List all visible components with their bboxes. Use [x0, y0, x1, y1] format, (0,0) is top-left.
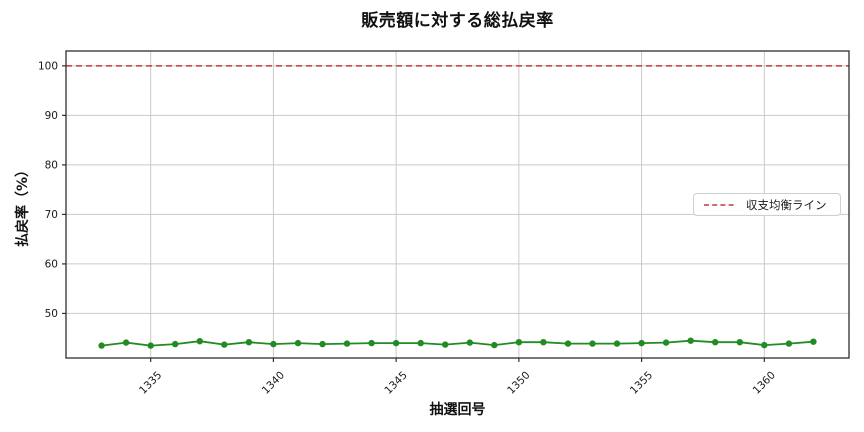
data-point [442, 341, 449, 348]
y-tick-label: 90 [45, 110, 58, 122]
data-point [98, 342, 105, 349]
data-point [392, 339, 400, 347]
data-point [221, 341, 228, 348]
data-point [417, 339, 424, 347]
x-tick-label: 1340 [260, 369, 287, 396]
data-point [491, 341, 498, 349]
data-point [196, 338, 203, 345]
x-tick-label: 1345 [382, 369, 409, 396]
data-point [613, 340, 621, 347]
data-point [294, 339, 302, 347]
data-point [712, 339, 719, 346]
y-tick-label: 70 [45, 209, 58, 221]
data-point [319, 340, 326, 348]
data-point [540, 339, 547, 346]
data-point [270, 340, 277, 348]
data-point [589, 340, 596, 347]
axes-frame [65, 50, 850, 359]
y-tick-label: 50 [45, 308, 58, 320]
data-point [147, 342, 154, 349]
data-point [638, 339, 645, 347]
x-tick-label: 1355 [628, 369, 655, 396]
data-point [172, 340, 179, 348]
x-axis-label: 抽選回号 [429, 402, 486, 418]
y-tick-label: 60 [45, 258, 58, 270]
legend: 収支均衡ライン [693, 193, 841, 216]
dashed-line-legend-icon [704, 203, 736, 206]
data-point [785, 340, 793, 347]
data-point [810, 338, 817, 345]
data-point [122, 339, 130, 346]
data-point [736, 339, 743, 346]
data-point [245, 339, 253, 346]
y-tick-label: 80 [45, 159, 58, 171]
data-point [368, 339, 375, 347]
x-tick-label: 1350 [505, 369, 532, 396]
chart-title: 販売額に対する総払戻率 [361, 11, 554, 31]
data-point [515, 339, 523, 346]
data-point [761, 341, 768, 349]
legend-label: 収支均衡ライン [746, 197, 827, 212]
data-point [466, 339, 473, 346]
data-point [564, 340, 572, 347]
x-tick-label: 1360 [751, 369, 778, 396]
x-tick-label: 1335 [137, 369, 164, 396]
data-point [343, 340, 351, 347]
data-point [687, 337, 694, 344]
payout-rate-line [101, 339, 814, 347]
y-tick-label: 100 [38, 60, 58, 72]
data-point [662, 339, 670, 346]
